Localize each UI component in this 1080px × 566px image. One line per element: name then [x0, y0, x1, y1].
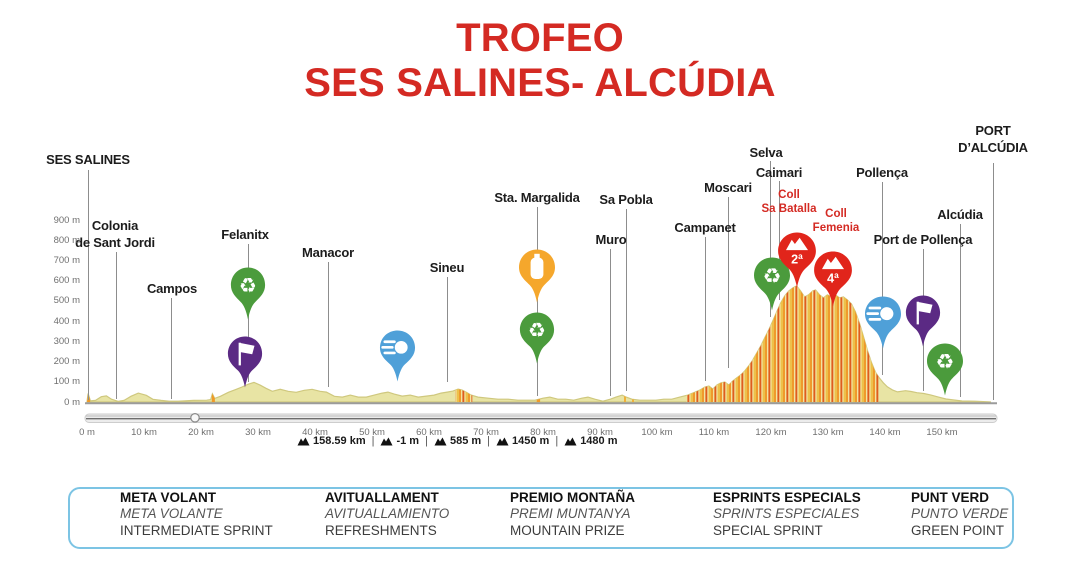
legend-item-punt-verd: PUNT VERD PUNTO VERDE GREEN POINT — [911, 490, 1008, 539]
legend-item-avituallament: AVITUALLAMENT AVITUALLAMIENTO REFRESHMENTS — [325, 490, 449, 539]
stat-separator: | — [425, 435, 428, 447]
legend-box — [68, 487, 1014, 549]
stat-separator: | — [487, 435, 491, 447]
legend-translation: GREEN POINT — [911, 522, 1005, 538]
legend-subtitle: SPRINTS ESPECIALES — [713, 506, 860, 522]
legend-title: PREMIO MONTAÑA — [510, 490, 635, 505]
climb-gradient-stripes — [211, 285, 215, 402]
legend-item-esprint-especial: ESPRINTS ESPECIALS SPRINTS ESPECIALES SPEC… — [713, 490, 861, 539]
route-stats-row: 158.59 km | -1 m | 585 m | 1450 m | 1480 m — [297, 435, 618, 447]
stat-value: -1 m — [396, 435, 420, 447]
climb-gradient-stripes — [618, 285, 636, 402]
legend-title: AVITUALLAMENT — [325, 490, 439, 505]
legend-subtitle: PUNTO VERDE — [911, 506, 1009, 522]
legend-translation: REFRESHMENTS — [325, 522, 437, 538]
page-title: TROFEO SES SALINES- ALCÚDIA — [0, 16, 1080, 106]
stat-separator: | — [371, 435, 375, 447]
stat-item: 1450 m — [496, 435, 549, 447]
legend-title: PUNT VERD — [911, 490, 990, 505]
legend-subtitle: AVITUALLAMIENTO — [325, 506, 450, 522]
stat-separator: | — [555, 435, 559, 447]
mountain-distance-icon — [297, 437, 310, 446]
legend-translation: MOUNTAIN PRIZE — [510, 522, 625, 538]
stat-value: 585 m — [449, 435, 482, 447]
stat-value: 1480 m — [580, 435, 618, 447]
title-line-1: TROFEO — [456, 16, 624, 60]
stat-value: 1450 m — [512, 435, 550, 447]
mountain-max-altitude-icon — [434, 437, 447, 446]
stat-item: 585 m — [434, 435, 481, 447]
legend-item-premio-montana: PREMIO MONTAÑA PREMI MUNTANYA MOUNTAIN PRI… — [510, 490, 635, 539]
climb-gradient-stripes — [686, 285, 879, 402]
legend-translation: SPECIAL SPRINT — [713, 522, 823, 538]
stat-item: -1 m — [380, 435, 419, 447]
climb-gradient-stripes — [455, 285, 473, 402]
legend-translation: INTERMEDIATE SPRINT — [120, 522, 273, 538]
mountain-descent-icon — [564, 437, 577, 446]
climb-gradient-stripes — [87, 285, 91, 402]
climb-gradient-stripes — [536, 285, 541, 402]
stat-value: 158.59 km — [313, 435, 366, 447]
stat-item: 1480 m — [564, 435, 618, 447]
stat-item: 158.59 km — [297, 435, 366, 447]
mountain-ascent-icon — [496, 437, 509, 446]
legend-item-meta-volant: META VOLANT META VOLANTE INTERMEDIATE SPRI… — [120, 490, 273, 539]
legend-subtitle: PREMI MUNTANYA — [510, 506, 631, 522]
mountain-min-altitude-icon — [380, 437, 393, 446]
legend-title: META VOLANT — [120, 490, 216, 505]
title-line-2: SES SALINES- ALCÚDIA — [304, 61, 776, 105]
legend-title: ESPRINTS ESPECIALS — [713, 490, 861, 505]
legend-subtitle: META VOLANTE — [120, 506, 223, 522]
slider-knob[interactable] — [190, 412, 200, 423]
